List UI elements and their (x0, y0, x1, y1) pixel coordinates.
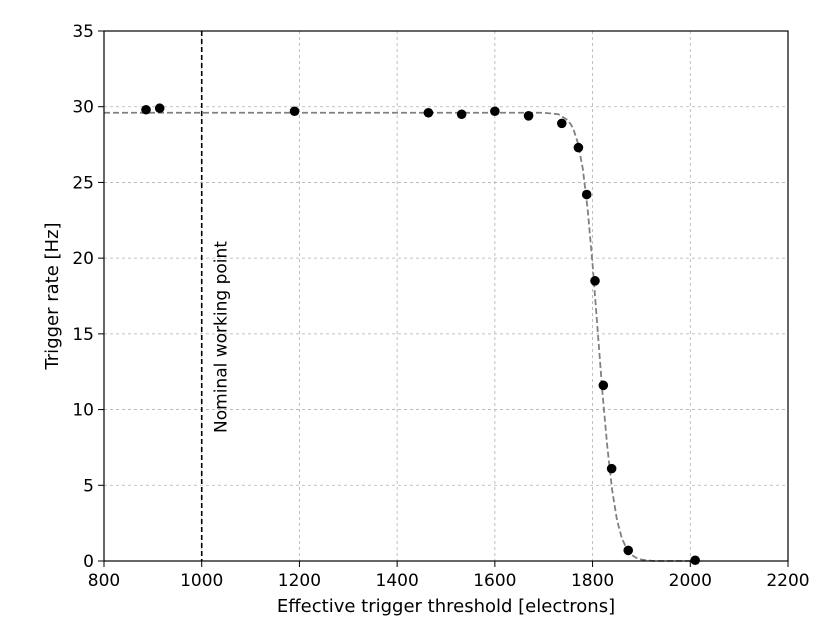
plot-frame (103, 30, 789, 562)
data-point (598, 380, 609, 391)
data-point (556, 118, 567, 129)
y-tick-label: 15 (72, 325, 94, 345)
grid (103, 30, 789, 562)
x-axis-label: Effective trigger threshold [electrons] (277, 596, 615, 617)
data-point (581, 189, 592, 200)
data-point (690, 555, 700, 566)
data-points (141, 103, 700, 566)
data-point (590, 276, 600, 286)
x-tick-label: 2000 (669, 571, 712, 591)
y-axis-label: Trigger rate [Hz] (42, 222, 63, 370)
data-point (141, 104, 151, 115)
fit-curve-group (104, 111, 691, 562)
x-tick-label: 2200 (766, 571, 809, 591)
data-point (623, 545, 634, 556)
data-point (289, 106, 300, 117)
y-tick-label: 10 (72, 401, 94, 421)
y-tick-label: 25 (72, 173, 94, 193)
y-tick-label: 5 (83, 476, 94, 496)
fit-curve (104, 111, 691, 562)
x-tick-label: 800 (88, 571, 120, 591)
reference-line-label: Nominal working point (212, 241, 232, 433)
x-axis-ticks: 800 1000 1200 1400 1600 1800 2000 2200 (88, 561, 810, 591)
data-point (490, 106, 500, 117)
x-tick-label: 1000 (180, 571, 223, 591)
y-tick-label: 30 (72, 98, 94, 118)
data-point (606, 463, 617, 474)
y-tick-label: 20 (72, 249, 94, 269)
data-point (523, 111, 534, 121)
x-tick-label: 1200 (278, 571, 321, 591)
y-axis-ticks: 0 5 10 15 20 25 30 35 (72, 22, 104, 572)
x-tick-label: 1600 (473, 571, 516, 591)
x-tick-label: 1400 (376, 571, 419, 591)
data-point (456, 109, 467, 120)
data-point (573, 142, 584, 153)
y-tick-label: 35 (72, 22, 94, 42)
data-point (154, 103, 165, 114)
y-tick-label: 0 (83, 552, 94, 572)
data-point (423, 107, 434, 118)
x-tick-label: 1800 (571, 571, 614, 591)
